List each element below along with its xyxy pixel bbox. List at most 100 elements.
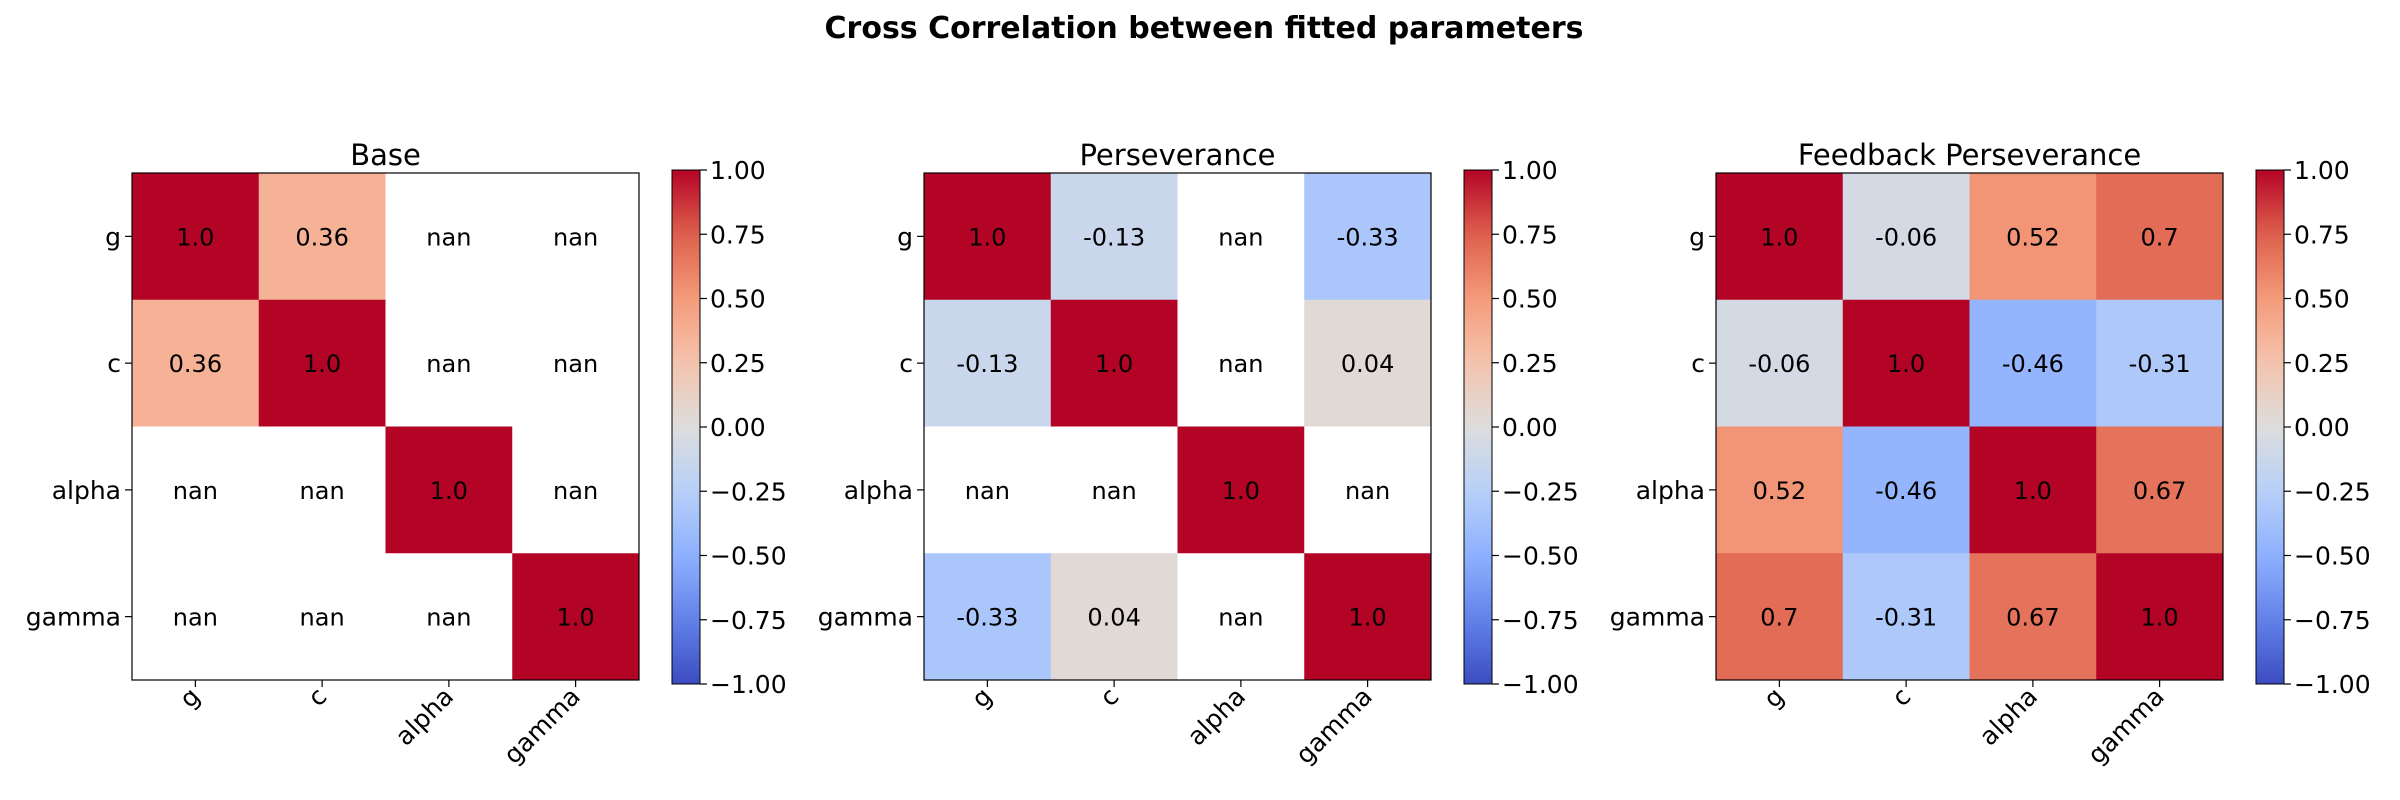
colorbar-tick-label: 1.00 <box>710 156 766 185</box>
colorbar-tick-label: 0.25 <box>710 349 766 378</box>
heatmap-cell <box>1842 426 1970 554</box>
cell-value-label: nan <box>553 350 598 378</box>
y-tick-label: gamma <box>26 603 121 632</box>
colorbar-tick-label: 0.50 <box>1502 285 1558 314</box>
y-tick-label: gamma <box>1610 603 1705 632</box>
colorbar-tick-label: −0.25 <box>710 477 787 506</box>
cell-value-label: -0.06 <box>1875 223 1937 251</box>
cell-value-label: nan <box>173 604 218 632</box>
y-tick-label: alpha <box>1636 476 1705 505</box>
cell-value-label: -0.06 <box>1748 350 1810 378</box>
heatmap-cell <box>1304 173 1432 301</box>
heatmap-cell <box>1969 553 2097 681</box>
cell-value-label: 1.0 <box>2014 477 2052 505</box>
cell-value-label: 0.36 <box>295 223 348 251</box>
cell-value-label: nan <box>965 477 1010 505</box>
colorbar-tick-label: 0.75 <box>1502 220 1558 249</box>
colorbar-tick-label: 1.00 <box>2294 156 2350 185</box>
heatmap-cell <box>1050 299 1178 427</box>
cell-value-label: 0.52 <box>2006 223 2059 251</box>
cell-value-label: 0.52 <box>1753 477 1806 505</box>
y-tick-label: c <box>1691 349 1705 378</box>
plot-frame <box>131 172 640 681</box>
heatmap-cell <box>924 426 1052 554</box>
colorbar <box>671 169 701 685</box>
heatmap-cell <box>2096 173 2224 301</box>
cell-value-label: nan <box>1218 350 1263 378</box>
cell-value-label: 1.0 <box>1349 604 1387 632</box>
colorbar-tick-label: 1.00 <box>1502 156 1558 185</box>
heatmap-cell <box>1842 299 1970 427</box>
x-tick-label: gamma <box>498 682 586 770</box>
cell-value-label: nan <box>300 604 345 632</box>
heatmap-cell <box>512 553 640 681</box>
cell-value-label: 1.0 <box>1095 350 1133 378</box>
colorbar-tick-label: −0.25 <box>1502 477 1579 506</box>
colorbar-tick-label: 0.00 <box>1502 413 1558 442</box>
cell-value-label: -0.31 <box>2129 350 2191 378</box>
heatmap-cell <box>1304 299 1432 427</box>
colorbar-tick-label: −0.75 <box>710 606 787 635</box>
cell-value-label: nan <box>173 477 218 505</box>
cell-value-label: -0.33 <box>1337 223 1399 251</box>
heatmap-cell <box>132 173 260 301</box>
heatmap-cell <box>924 553 1052 681</box>
x-tick-label: g <box>1758 682 1790 714</box>
heatmap-cell <box>258 426 386 554</box>
heatmap-cell <box>385 426 513 554</box>
heatmap-panel: Base 1.0 0.36 nan nan 0.36 1.0 nan nan nan nan 1.0 n… <box>26 138 787 770</box>
heatmap-cell <box>2096 553 2224 681</box>
cell-value-label: -0.46 <box>1875 477 1937 505</box>
heatmap-cell <box>1716 173 1844 301</box>
colorbar-tick-label: 0.50 <box>2294 285 2350 314</box>
cell-value-label: 1.0 <box>557 604 595 632</box>
heatmap-cell <box>1177 553 1305 681</box>
cell-value-label: nan <box>426 604 471 632</box>
y-tick-label: g <box>105 222 121 251</box>
cell-value-label: nan <box>1218 604 1263 632</box>
colorbar <box>2255 169 2285 685</box>
cell-value-label: -0.33 <box>956 604 1018 632</box>
cell-value-label: 1.0 <box>2141 604 2179 632</box>
cell-value-label: nan <box>426 223 471 251</box>
heatmap-panel: Perseverance 1.0 -0.13 nan -0.33 -0.13 1.0 nan 0… <box>818 138 1579 770</box>
heatmap-cell <box>1050 553 1178 681</box>
x-tick-label: alpha <box>1182 682 1252 752</box>
heatmap-cell <box>1716 299 1844 427</box>
colorbar-tick-label: 0.75 <box>710 220 766 249</box>
colorbar-tick-label: 0.00 <box>2294 413 2350 442</box>
cell-value-label: 0.67 <box>2133 477 2186 505</box>
cell-value-label: nan <box>1345 477 1390 505</box>
cell-value-label: 0.36 <box>169 350 222 378</box>
heatmap-panels: Base 1.0 0.36 nan nan 0.36 1.0 nan nan nan nan 1.0 n… <box>26 138 2371 770</box>
cell-value-label: 0.04 <box>1341 350 1394 378</box>
y-tick-label: c <box>899 349 913 378</box>
colorbar-tick-label: −0.50 <box>710 542 787 571</box>
heatmap-cell <box>1969 299 2097 427</box>
colorbar-tick-label: −0.25 <box>2294 477 2371 506</box>
heatmap-cell <box>1304 553 1432 681</box>
cell-value-label: 1.0 <box>176 223 214 251</box>
colorbar-tick-label: 0.25 <box>1502 349 1558 378</box>
x-tick-label: alpha <box>390 682 460 752</box>
cell-value-label: 1.0 <box>1222 477 1260 505</box>
heatmap-cell <box>2096 426 2224 554</box>
heatmap-panel: Feedback Perseverance 1.0 -0.06 0.52 0.7 -0.0… <box>1610 138 2371 770</box>
panel-title: Base <box>350 138 421 172</box>
colorbar-tick-label: −1.00 <box>1502 670 1579 699</box>
x-tick-label: g <box>174 682 206 714</box>
heatmap-cell <box>1842 553 1970 681</box>
cell-value-label: -0.13 <box>956 350 1018 378</box>
cell-value-label: 0.7 <box>1760 604 1798 632</box>
heatmap-cell <box>1716 553 1844 681</box>
heatmap-cell <box>1969 173 2097 301</box>
heatmap-cell <box>1177 299 1305 427</box>
cell-value-label: 0.67 <box>2006 604 2059 632</box>
cell-value-label: -0.31 <box>1875 604 1937 632</box>
heatmap-cell <box>512 173 640 301</box>
cell-value-label: 0.04 <box>1087 604 1140 632</box>
x-tick-label: gamma <box>1290 682 1378 770</box>
cell-value-label: 1.0 <box>430 477 468 505</box>
colorbar-tick-label: 0.25 <box>2294 349 2350 378</box>
